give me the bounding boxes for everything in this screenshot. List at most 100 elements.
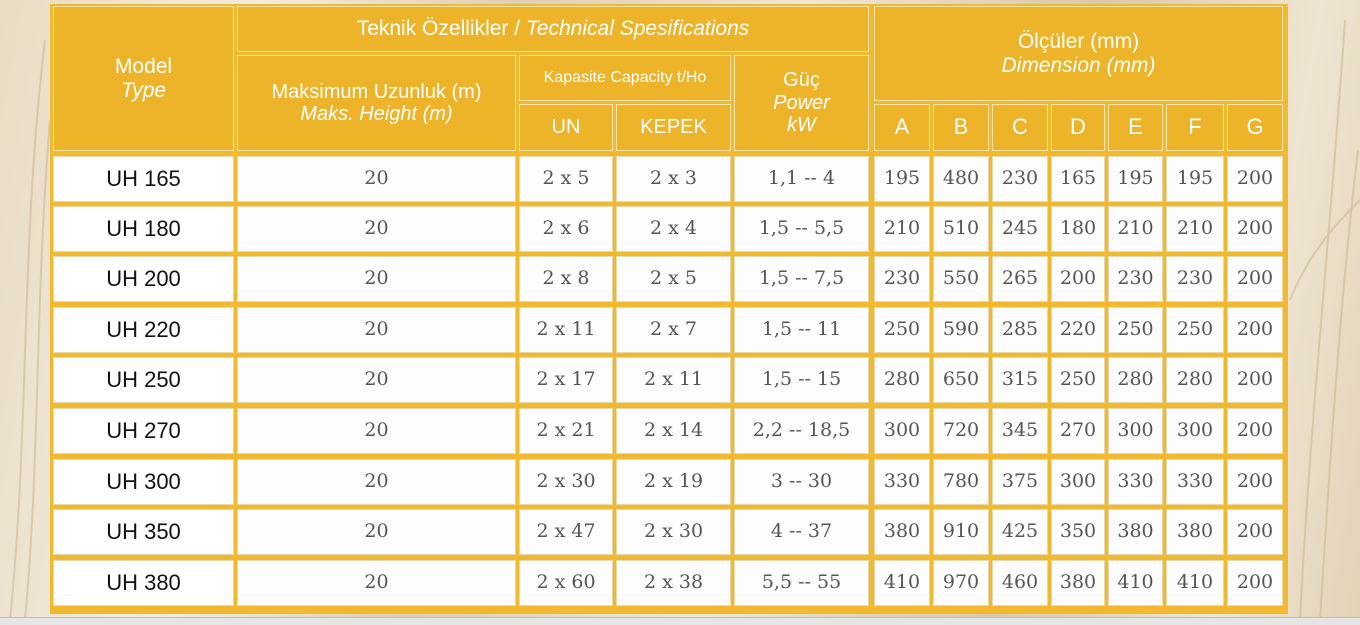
cell-dim-e: 195 bbox=[1108, 156, 1163, 202]
header-dim-b: B bbox=[933, 104, 989, 151]
cell-un: 2 x 6 bbox=[519, 206, 613, 252]
cell-kepek: 2 x 7 bbox=[616, 307, 731, 353]
header-power-en: Power bbox=[773, 91, 830, 114]
cell-un: 2 x 11 bbox=[519, 307, 613, 353]
cell-model: UH 270 bbox=[53, 408, 234, 454]
header-un-label: UN bbox=[551, 116, 581, 139]
cell-un: 2 x 17 bbox=[519, 357, 613, 403]
cell-dim-a: 195 bbox=[874, 156, 930, 202]
cell-dim-e: 210 bbox=[1108, 206, 1163, 252]
cell-dim-d: 200 bbox=[1051, 256, 1105, 302]
cell-dim-b: 720 bbox=[933, 408, 989, 454]
cell-dim-c: 285 bbox=[992, 307, 1048, 353]
header-dim-c: C bbox=[992, 104, 1048, 151]
cell-dim-f: 380 bbox=[1166, 509, 1224, 555]
cell-dim-f: 250 bbox=[1166, 307, 1224, 353]
cell-dim-c: 265 bbox=[992, 256, 1048, 302]
header-model-en: Type bbox=[120, 78, 167, 102]
cell-dim-g: 200 bbox=[1227, 206, 1283, 252]
cell-height: 20 bbox=[237, 307, 516, 353]
header-technical: Teknik Özellikler / Technical Spesificat… bbox=[237, 6, 869, 52]
cell-dim-b: 510 bbox=[933, 206, 989, 252]
cell-height: 20 bbox=[237, 560, 516, 606]
cell-dim-e: 380 bbox=[1108, 509, 1163, 555]
cell-un: 2 x 30 bbox=[519, 459, 613, 505]
cell-dim-c: 375 bbox=[992, 459, 1048, 505]
cell-model: UH 220 bbox=[53, 307, 234, 353]
header-capacity-label: Kapasite Capacity t/Ho bbox=[543, 69, 707, 87]
bottom-scroll-bar bbox=[0, 617, 1360, 625]
cell-model: UH 180 bbox=[53, 206, 234, 252]
cell-dim-b: 780 bbox=[933, 459, 989, 505]
cell-un: 2 x 8 bbox=[519, 256, 613, 302]
cell-un: 2 x 5 bbox=[519, 156, 613, 202]
cell-dim-f: 210 bbox=[1166, 206, 1224, 252]
cell-dim-g: 200 bbox=[1227, 509, 1283, 555]
cell-dim-d: 300 bbox=[1051, 459, 1105, 505]
cell-dim-b: 970 bbox=[933, 560, 989, 606]
header-dim-d: D bbox=[1051, 104, 1105, 151]
cell-un: 2 x 21 bbox=[519, 408, 613, 454]
cell-power: 3 -- 30 bbox=[734, 459, 869, 505]
cell-dim-b: 480 bbox=[933, 156, 989, 202]
header-dim-e: E bbox=[1108, 104, 1163, 151]
cell-dim-a: 330 bbox=[874, 459, 930, 505]
cell-kepek: 2 x 3 bbox=[616, 156, 731, 202]
cell-model: UH 165 bbox=[53, 156, 234, 202]
cell-dim-g: 200 bbox=[1227, 307, 1283, 353]
cell-dim-g: 200 bbox=[1227, 459, 1283, 505]
cell-kepek: 2 x 5 bbox=[616, 256, 731, 302]
cell-dim-b: 550 bbox=[933, 256, 989, 302]
cell-dim-b: 910 bbox=[933, 509, 989, 555]
cell-dim-c: 425 bbox=[992, 509, 1048, 555]
cell-dim-e: 230 bbox=[1108, 256, 1163, 302]
cell-dim-a: 380 bbox=[874, 509, 930, 555]
cell-model: UH 300 bbox=[53, 459, 234, 505]
cell-dim-b: 590 bbox=[933, 307, 989, 353]
header-dim-a: A bbox=[874, 104, 930, 151]
cell-height: 20 bbox=[237, 459, 516, 505]
header-technical-label: Teknik Özellikler / bbox=[356, 17, 526, 41]
cell-height: 20 bbox=[237, 357, 516, 403]
cell-dim-a: 250 bbox=[874, 307, 930, 353]
cell-power: 4 -- 37 bbox=[734, 509, 869, 555]
cell-model: UH 350 bbox=[53, 509, 234, 555]
cell-dim-e: 250 bbox=[1108, 307, 1163, 353]
header-kepek-label: KEPEK bbox=[640, 116, 707, 139]
header-dim-f: F bbox=[1166, 104, 1224, 151]
cell-dim-c: 230 bbox=[992, 156, 1048, 202]
cell-dim-f: 300 bbox=[1166, 408, 1224, 454]
header-max-length-label: Maksimum Uzunluk (m) bbox=[271, 80, 482, 103]
cell-power: 1,1 -- 4 bbox=[734, 156, 869, 202]
cell-dim-a: 280 bbox=[874, 357, 930, 403]
cell-dim-g: 200 bbox=[1227, 156, 1283, 202]
cell-dim-g: 200 bbox=[1227, 256, 1283, 302]
header-technical-en: Technical Spesifications bbox=[525, 17, 750, 41]
cell-dim-d: 180 bbox=[1051, 206, 1105, 252]
cell-dim-c: 345 bbox=[992, 408, 1048, 454]
cell-power: 1,5 -- 15 bbox=[734, 357, 869, 403]
cell-power: 1,5 -- 5,5 bbox=[734, 206, 869, 252]
cell-height: 20 bbox=[237, 509, 516, 555]
cell-kepek: 2 x 30 bbox=[616, 509, 731, 555]
cell-dim-d: 270 bbox=[1051, 408, 1105, 454]
cell-dim-a: 230 bbox=[874, 256, 930, 302]
header-kepek: KEPEK bbox=[616, 104, 731, 151]
cell-power: 2,2 -- 18,5 bbox=[734, 408, 869, 454]
cell-dim-e: 300 bbox=[1108, 408, 1163, 454]
cell-dim-d: 220 bbox=[1051, 307, 1105, 353]
spec-table: Model Type Teknik Özellikler / Technical… bbox=[50, 4, 1288, 614]
header-power: Güç Power kW bbox=[734, 55, 869, 151]
cell-kepek: 2 x 19 bbox=[616, 459, 731, 505]
cell-dim-d: 350 bbox=[1051, 509, 1105, 555]
header-dimensions: Ölçüler (mm) Dimension (mm) bbox=[874, 6, 1283, 101]
cell-dim-f: 330 bbox=[1166, 459, 1224, 505]
cell-dim-d: 165 bbox=[1051, 156, 1105, 202]
cell-dim-f: 230 bbox=[1166, 256, 1224, 302]
cell-dim-a: 410 bbox=[874, 560, 930, 606]
cell-height: 20 bbox=[237, 408, 516, 454]
header-capacity: Kapasite Capacity t/Ho bbox=[519, 55, 731, 101]
cell-kepek: 2 x 14 bbox=[616, 408, 731, 454]
cell-dim-g: 200 bbox=[1227, 357, 1283, 403]
cell-model: UH 380 bbox=[53, 560, 234, 606]
